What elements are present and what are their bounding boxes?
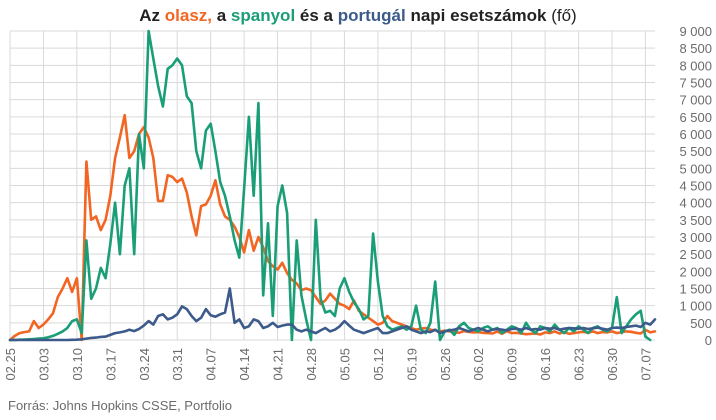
y-tick-label: 0 [705,333,712,348]
y-tick-label: 2 000 [679,264,712,279]
y-tick-label: 8 000 [679,58,712,73]
x-tick-label: 06.23 [572,348,587,381]
x-tick-label: 03.31 [170,348,185,381]
series-lines [8,29,657,342]
y-tick-label: 1 500 [679,282,712,297]
y-tick-label: 1 000 [679,299,712,314]
title-text: napi esetszámok [405,6,547,25]
x-tick-label: 04.14 [237,348,252,381]
title-text: a [212,6,231,25]
x-axis: 02.25 03.03 03.10 03.17 03.24 03.31 04.07 04.14… [3,348,653,381]
x-tick-label: 04.21 [271,348,286,381]
y-tick-label: 9 000 [679,24,712,39]
y-tick-label: 6 000 [679,127,712,142]
title-italy: olasz, [164,6,213,25]
y-tick-label: 4 500 [679,179,712,194]
y-tick-label: 7 500 [679,76,712,91]
x-tick-label: 06.30 [605,348,620,381]
title-spain: spanyol [230,6,296,25]
y-axis: 0 500 1 000 1 500 2 000 2 500 3 000 3 500 4 000 4… [679,24,712,348]
y-tick-label: 3 000 [679,230,712,245]
x-tick-label: 03.03 [36,348,51,381]
x-tick-label: 06.02 [471,348,486,381]
x-tick-label: 03.17 [103,348,118,381]
source-note: Forrás: Johns Hopkins CSSE, Portfolio [8,398,232,413]
series-line-italy [8,113,657,342]
series-line-portugal [8,287,657,342]
x-tick-label: 05.19 [404,348,419,381]
y-tick-label: 5 500 [679,144,712,159]
x-tick-label: 05.12 [371,348,386,381]
x-tick-label: 02.25 [3,348,18,381]
y-tick-label: 2 500 [679,247,712,262]
title-portugal: portugál [337,6,406,25]
x-tick-label: 04.07 [204,348,219,381]
title-text: Az [139,6,165,25]
chart-title: Az olasz, a spanyol és a portugál napi e… [0,6,716,26]
y-tick-label: 5 000 [679,161,712,176]
y-tick-label: 500 [690,316,712,331]
x-tick-label: 04.28 [304,348,319,381]
gridlines [9,30,655,341]
x-tick-label: 03.10 [70,348,85,381]
title-text: és a [295,6,338,25]
y-tick-label: 3 500 [679,213,712,228]
y-tick-label: 4 000 [679,196,712,211]
y-tick-label: 7 000 [679,93,712,108]
x-tick-label: 03.24 [137,348,152,381]
x-tick-label: 06.16 [538,348,553,381]
y-tick-label: 8 500 [679,41,712,56]
x-tick-label: 05.05 [337,348,352,381]
x-tick-label: 07.07 [638,348,653,381]
title-unit: (fő) [546,6,577,25]
y-tick-label: 6 500 [679,110,712,125]
x-tick-label: 06.09 [505,348,520,381]
x-tick-label: 05.26 [438,348,453,381]
